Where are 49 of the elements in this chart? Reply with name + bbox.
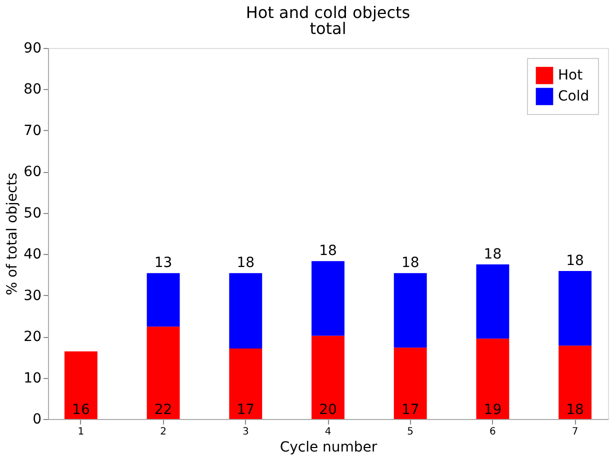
y-tick-label: 50 — [24, 205, 42, 222]
x-tick-label: 5 — [407, 426, 414, 438]
y-tick-label: 30 — [24, 288, 42, 304]
bar — [146, 273, 180, 327]
data-label: 17 — [401, 402, 420, 418]
data-label: 18 — [236, 255, 255, 272]
bar — [146, 326, 180, 419]
data-label: 22 — [154, 402, 172, 418]
y-tick-label: 20 — [24, 329, 42, 346]
bar — [394, 348, 427, 419]
x-tick-label: 2 — [160, 426, 166, 438]
y-axis-title: % of total objects — [4, 172, 21, 296]
chart-title: Hot and cold objects — [246, 3, 410, 22]
bar — [476, 338, 510, 419]
legend-label: Hot — [558, 68, 584, 84]
y-tick-label: 40 — [24, 246, 42, 263]
x-axis-title: Cycle number — [280, 440, 378, 456]
data-label: 18 — [319, 243, 337, 260]
bar — [558, 271, 592, 346]
y-tick-label: 10 — [24, 370, 42, 386]
bar — [64, 351, 98, 419]
chart-subtitle: total — [310, 19, 346, 38]
y-tick-label: 80 — [24, 82, 42, 98]
data-label: 18 — [566, 253, 584, 270]
x-tick-label: 1 — [78, 426, 84, 438]
bar — [558, 346, 592, 419]
x-tick-label: 4 — [324, 426, 332, 438]
bar — [476, 264, 510, 339]
bar — [312, 336, 344, 419]
data-label: 18 — [401, 255, 420, 272]
y-tick-label: 90 — [24, 40, 42, 56]
x-tick-label: 6 — [490, 426, 496, 438]
y-tick-label: 70 — [24, 122, 42, 139]
y-tick-label: 60 — [24, 164, 42, 180]
x-tick-label: 3 — [242, 426, 249, 438]
legend-label: Cold — [558, 88, 590, 104]
bar — [229, 348, 262, 419]
bar — [394, 273, 427, 348]
data-label: 16 — [72, 402, 90, 418]
data-label: 18 — [484, 246, 502, 262]
data-label: 17 — [236, 402, 255, 418]
data-label: 19 — [484, 402, 502, 418]
y-tick-label: 0 — [32, 412, 42, 428]
data-label: 13 — [154, 255, 172, 272]
bar — [229, 273, 262, 349]
data-label: 18 — [566, 402, 584, 418]
data-label: 20 — [319, 402, 337, 418]
bar — [312, 261, 344, 336]
x-tick-label: 7 — [572, 426, 578, 438]
